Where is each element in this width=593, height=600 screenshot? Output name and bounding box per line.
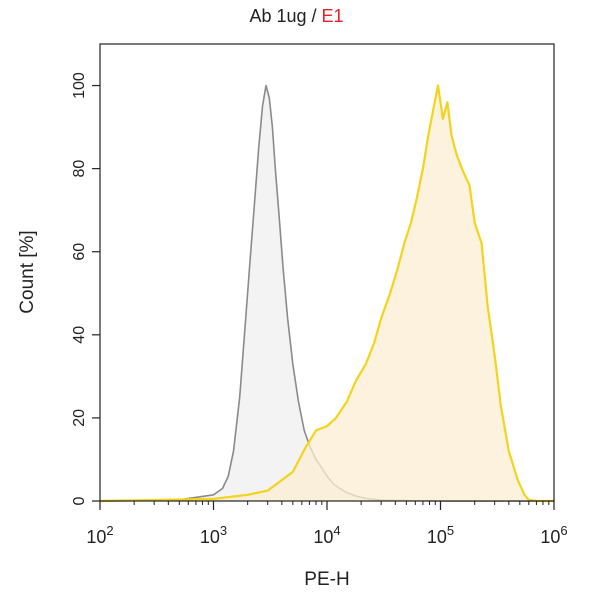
chart-title: Ab 1ug / E1	[0, 6, 593, 27]
y-tick-label: 60	[71, 243, 88, 261]
series-sample-area	[100, 85, 554, 501]
x-tick-label: 106	[540, 523, 567, 547]
x-tick-label: 104	[313, 523, 340, 547]
chart-title-antibody: Ab 1ug /	[249, 6, 322, 26]
y-axis-label: Count [%]	[17, 230, 38, 313]
y-tick-label: 100	[71, 72, 88, 99]
x-axis-label: PE-H	[304, 569, 349, 590]
y-tick-label: 0	[71, 496, 88, 505]
plot-series	[99, 84, 554, 503]
y-tick-label: 20	[71, 409, 88, 427]
x-tick-label: 105	[427, 523, 454, 547]
x-tick-label: 102	[86, 523, 113, 547]
chart-title-sample: E1	[321, 6, 344, 26]
y-tick-label: 80	[71, 160, 88, 178]
y-axis-ticks: 0 20 40 60 80 100	[71, 72, 100, 505]
series-sample-line	[99, 84, 554, 503]
x-axis-ticks: 102 103 104 105 106	[86, 501, 568, 547]
x-tick-label: 103	[200, 523, 227, 547]
y-tick-label: 40	[71, 326, 88, 344]
